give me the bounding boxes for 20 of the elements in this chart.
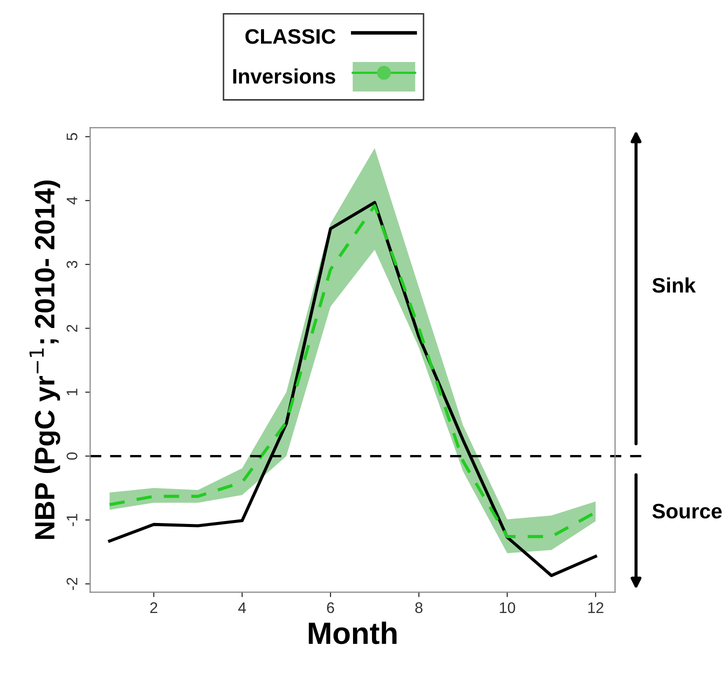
y-tick-label: -1 <box>66 514 78 526</box>
text: Source <box>652 504 722 519</box>
legend-label: CLASSIC <box>245 29 336 44</box>
y-tick-label: 3 <box>66 260 78 268</box>
y-tick-label: 0 <box>66 452 78 460</box>
y-tick-label: 4 <box>66 196 78 204</box>
x-tick-label: 2 <box>150 602 158 613</box>
x-tick-label: 8 <box>415 602 422 614</box>
x-tick-label: 12 <box>588 602 604 613</box>
text: Sink <box>652 277 696 293</box>
x-tick-label: 6 <box>327 602 334 614</box>
x-tick-label: 4 <box>238 602 246 613</box>
x-axis-title: Month <box>308 622 397 644</box>
y-tick-label: -2 <box>66 578 78 590</box>
y-tick-label: 5 <box>66 133 78 140</box>
legend-label: Inversions <box>233 68 336 84</box>
x-tick-label: 10 <box>500 602 516 614</box>
y-tick-label: 2 <box>66 324 78 332</box>
y-tick-label: 1 <box>66 388 78 396</box>
y-axis-title: NBP (PgC yr$^{−1}$; 2010- 2014) <box>30 180 60 539</box>
